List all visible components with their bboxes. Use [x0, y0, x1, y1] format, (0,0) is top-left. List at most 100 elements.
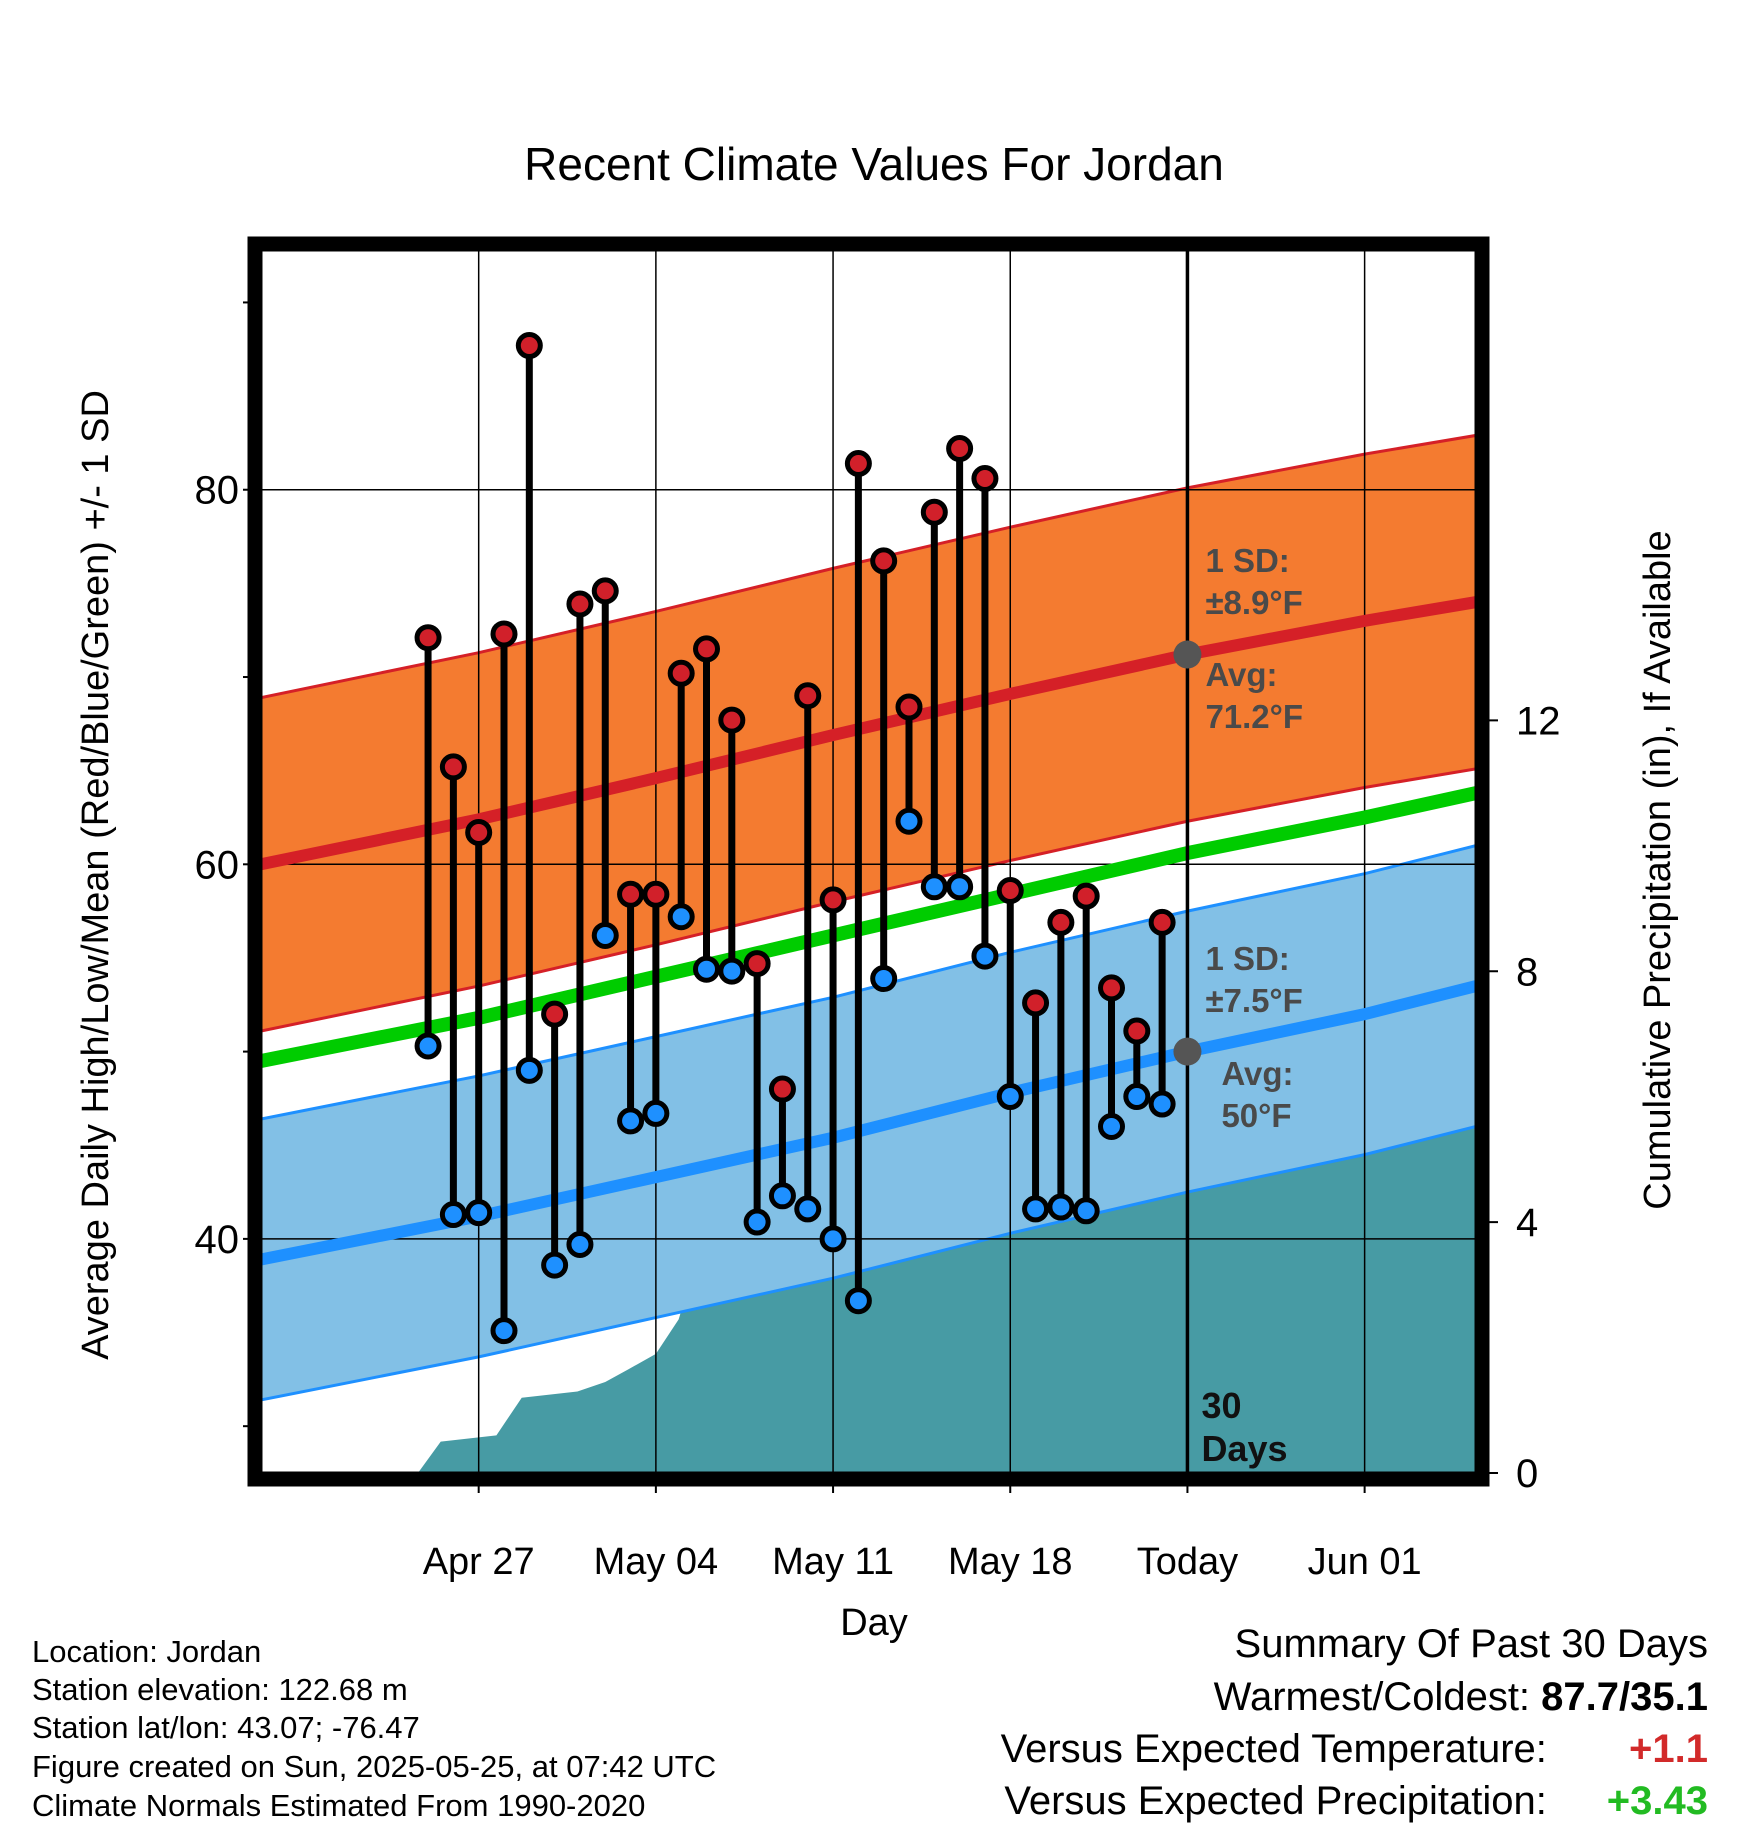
x-axis-label: Day — [840, 1602, 908, 1644]
chart-title: Recent Climate Values For Jordan — [524, 138, 1224, 190]
y-axis-right-label: Cumulative Precipitation (in), If Availa… — [1637, 530, 1679, 1209]
y-left-tick-label: 40 — [195, 1218, 240, 1262]
plot-area: 1 SD: ±8.9°F Avg: 71.2°F 1 SD: ±7.5°F Avg: 50°F… — [261, 250, 1476, 1473]
daily-high-point — [794, 682, 822, 710]
info-location: Location: Jordan — [32, 1634, 262, 1669]
daily-high-point — [439, 753, 467, 781]
low-avg-value: 50°F — [1221, 1097, 1291, 1134]
daily-high-point — [465, 818, 493, 846]
x-tick-label: May 04 — [594, 1541, 719, 1583]
daily-high-point — [566, 590, 594, 618]
high-avg-line — [261, 596, 1476, 871]
info-elevation: Station elevation: 122.68 m — [32, 1672, 408, 1707]
daily-high-point — [718, 706, 746, 734]
daily-high-point — [617, 880, 645, 908]
summary-warmest-row: Warmest/Coldest: 87.7/35.1 — [1214, 1675, 1708, 1720]
daily-high-point — [844, 450, 872, 478]
daily-low-point — [439, 1201, 467, 1229]
summary-precip-row: Versus Expected Precipitation: +3.43 — [1004, 1779, 1708, 1824]
y-axis-left-label: Average Daily High/Low/Mean (Red/Blue/Gr… — [75, 390, 117, 1360]
summary-temp-row: Versus Expected Temperature: +1.1 — [1001, 1727, 1708, 1772]
daily-low-point — [1123, 1083, 1151, 1111]
daily-low-point — [996, 1083, 1024, 1111]
daily-high-point — [591, 577, 619, 605]
daily-low-point — [819, 1225, 847, 1253]
daily-high-point — [946, 435, 974, 463]
daily-high-point — [895, 693, 923, 721]
daily-low-point — [971, 942, 999, 970]
daily-high-point — [667, 659, 695, 687]
daily-low-point — [870, 965, 898, 993]
y-left-tick-label: 60 — [195, 843, 240, 887]
daily-low-point — [1047, 1193, 1075, 1221]
low-avg-line — [261, 980, 1476, 1266]
x-tick-label: Jun 01 — [1308, 1541, 1422, 1583]
daily-high-point — [768, 1075, 796, 1103]
low-sd-label: 1 SD: — [1205, 940, 1289, 977]
high-sd-band — [261, 435, 1476, 1031]
y-left-tick-label: 80 — [195, 469, 240, 513]
plot-frame — [247, 236, 1490, 1487]
info-normals: Climate Normals Estimated From 1990-2020 — [32, 1788, 646, 1823]
daily-low-point — [541, 1251, 569, 1279]
high-avg-label: Avg: — [1205, 656, 1277, 693]
daily-low-point — [844, 1287, 872, 1315]
info-latlon: Station lat/lon: 43.07; -76.47 — [32, 1710, 420, 1745]
x-tick-label: Today — [1137, 1541, 1238, 1583]
daily-low-point — [490, 1317, 518, 1345]
low-sd-value: ±7.5°F — [1205, 982, 1302, 1019]
daily-high-point — [1098, 974, 1125, 1002]
low-sd-band-lower-edge — [261, 1125, 1476, 1402]
summary-temp-value: +1.1 — [1629, 1727, 1708, 1771]
window-days-count: 30 — [1201, 1385, 1241, 1426]
daily-high-point — [1148, 908, 1176, 936]
daily-high-point — [414, 624, 442, 652]
daily-high-point — [743, 950, 771, 978]
summary-precip-value: +3.43 — [1606, 1779, 1708, 1823]
daily-low-point — [946, 873, 974, 901]
summary-temp-label: Versus Expected Temperature: — [1000, 1727, 1547, 1771]
y-right-tick-label: 4 — [1516, 1201, 1538, 1245]
daily-low-point — [566, 1231, 594, 1259]
axes: 40 60 80 0 4 8 12 Apr 27 May 04 May 11 May 18 Today… — [195, 236, 1561, 1583]
daily-high-point — [642, 880, 670, 908]
window-days-label: Days — [1201, 1428, 1287, 1469]
daily-high-point — [1022, 989, 1050, 1017]
daily-high-point — [515, 332, 543, 360]
x-tick-label: May 11 — [772, 1541, 894, 1583]
mean-avg-line — [261, 786, 1476, 1068]
x-tick-label: May 18 — [948, 1541, 1073, 1583]
daily-low-point — [1022, 1195, 1050, 1223]
daily-high-point — [1072, 882, 1100, 910]
daily-high-point — [920, 498, 948, 526]
high-sd-band-lower-edge — [261, 767, 1476, 1033]
daily-low-point — [718, 957, 746, 985]
daily-high-point — [1123, 1017, 1151, 1045]
daily-low-point — [768, 1182, 796, 1210]
low-sd-band-upper-edge — [261, 844, 1476, 1121]
daily-low-point — [642, 1099, 670, 1127]
low-avg-label: Avg: — [1221, 1055, 1293, 1092]
daily-low-point — [1072, 1197, 1100, 1225]
info-created: Figure created on Sun, 2025-05-25, at 07… — [32, 1749, 717, 1784]
summary-warmest-label: Warmest/Coldest: — [1213, 1675, 1531, 1719]
summary-warmest-value: 87.7/35.1 — [1541, 1675, 1708, 1719]
daily-low-point — [920, 873, 948, 901]
daily-low-point — [895, 807, 923, 835]
daily-low-point — [743, 1208, 771, 1236]
daily-low-point — [1098, 1113, 1125, 1141]
high-sd-value: ±8.9°F — [1205, 584, 1302, 621]
daily-high-point — [1047, 908, 1075, 936]
y-right-tick-label: 0 — [1516, 1452, 1538, 1496]
daily-low-point — [693, 955, 720, 983]
daily-low-point — [465, 1199, 493, 1227]
daily-high-point — [490, 620, 518, 648]
high-avg-value: 71.2°F — [1205, 698, 1303, 735]
daily-high-point — [819, 886, 847, 914]
summary-title: Summary Of Past 30 Days — [1234, 1622, 1708, 1666]
today-low-avg-marker — [1173, 1037, 1202, 1066]
daily-high-point — [870, 547, 898, 575]
daily-high-point — [693, 635, 720, 663]
daily-low-point — [414, 1032, 442, 1060]
